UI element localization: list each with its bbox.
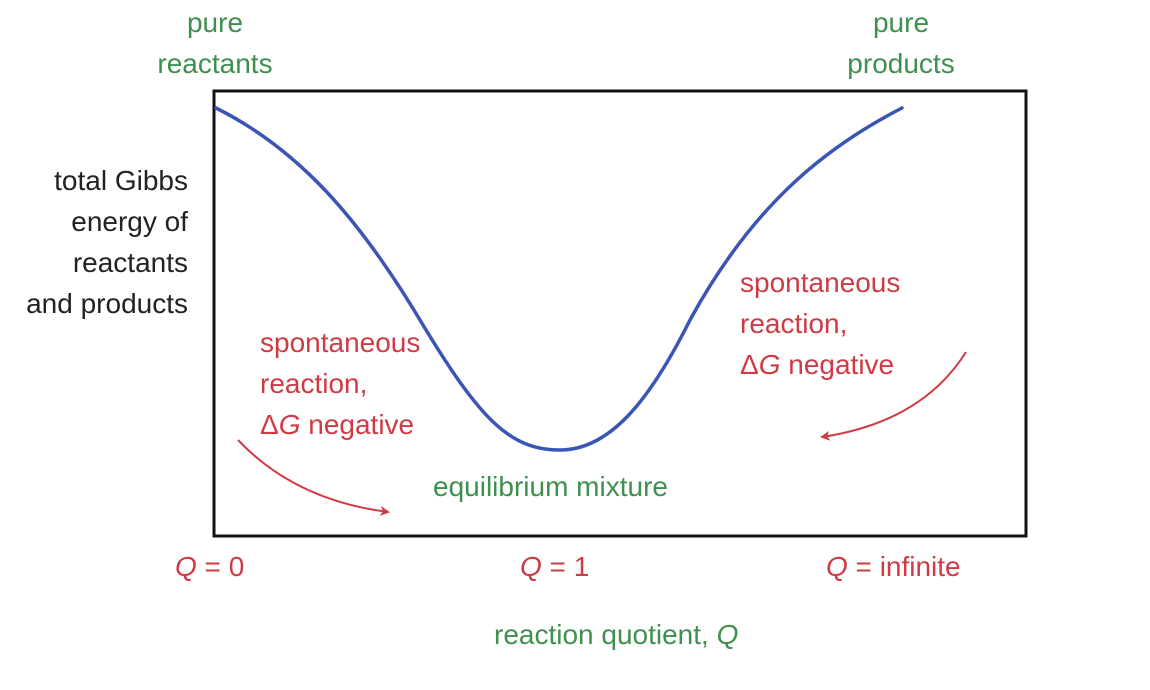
pure-products-label: pure products bbox=[826, 2, 976, 84]
left-annotation-line-3: ΔG negative bbox=[260, 404, 420, 445]
gibbs-energy-curve bbox=[214, 106, 904, 452]
x-tick-q-zero: Q = 0 bbox=[175, 546, 244, 587]
y-axis-label-line-4: and products bbox=[26, 288, 188, 319]
left-annotation-line-2: reaction, bbox=[260, 368, 368, 399]
x-tick-q-zero-value: = 0 bbox=[196, 551, 245, 582]
right-annotation-line-3: ΔG negative bbox=[740, 344, 900, 385]
left-g-symbol: G bbox=[278, 409, 301, 440]
x-tick-q-infinite-value: = infinite bbox=[847, 551, 961, 582]
y-axis-label: total Gibbs energy of reactants and prod… bbox=[0, 160, 188, 324]
right-g-symbol: G bbox=[758, 349, 781, 380]
plot-frame bbox=[212, 89, 1028, 538]
left-delta-symbol: Δ bbox=[260, 409, 279, 440]
right-delta-symbol: Δ bbox=[740, 349, 759, 380]
pure-products-line-2: products bbox=[847, 48, 955, 79]
pure-reactants-line-1: pure bbox=[186, 7, 244, 38]
pure-reactants-line-2: reactants bbox=[157, 48, 273, 79]
pure-products-line-1: pure bbox=[872, 7, 930, 38]
y-axis-label-line-2: energy of bbox=[71, 206, 188, 237]
y-axis-label-line-1: total Gibbs bbox=[54, 165, 188, 196]
x-tick-q-one-value: = 1 bbox=[541, 551, 590, 582]
left-annotation-line-1: spontaneous bbox=[260, 327, 421, 358]
left-spontaneous-arrow bbox=[237, 439, 390, 516]
x-tick-q-zero-symbol: Q bbox=[175, 551, 197, 582]
right-negative-text: negative bbox=[780, 349, 895, 380]
left-negative-text: negative bbox=[300, 409, 415, 440]
right-spontaneous-annotation: spontaneous reaction, ΔG negative bbox=[740, 262, 900, 385]
right-annotation-line-2: reaction, bbox=[740, 308, 848, 339]
right-annotation-line-1: spontaneous bbox=[740, 267, 901, 298]
x-tick-q-infinite-symbol: Q bbox=[826, 551, 848, 582]
left-spontaneous-annotation: spontaneous reaction, ΔG negative bbox=[260, 322, 420, 445]
right-spontaneous-arrow bbox=[820, 351, 967, 441]
x-tick-q-infinite: Q = infinite bbox=[826, 546, 961, 587]
pure-reactants-label: pure reactants bbox=[140, 2, 290, 84]
x-axis-label: reaction quotient, Q bbox=[494, 614, 738, 655]
equilibrium-mixture-label: equilibrium mixture bbox=[433, 471, 668, 502]
x-tick-q-one: Q = 1 bbox=[520, 546, 589, 587]
y-axis-label-line-3: reactants bbox=[72, 247, 188, 278]
x-axis-label-symbol: Q bbox=[716, 619, 739, 650]
x-axis-label-text: reaction quotient, bbox=[494, 619, 717, 650]
x-tick-q-one-symbol: Q bbox=[520, 551, 542, 582]
